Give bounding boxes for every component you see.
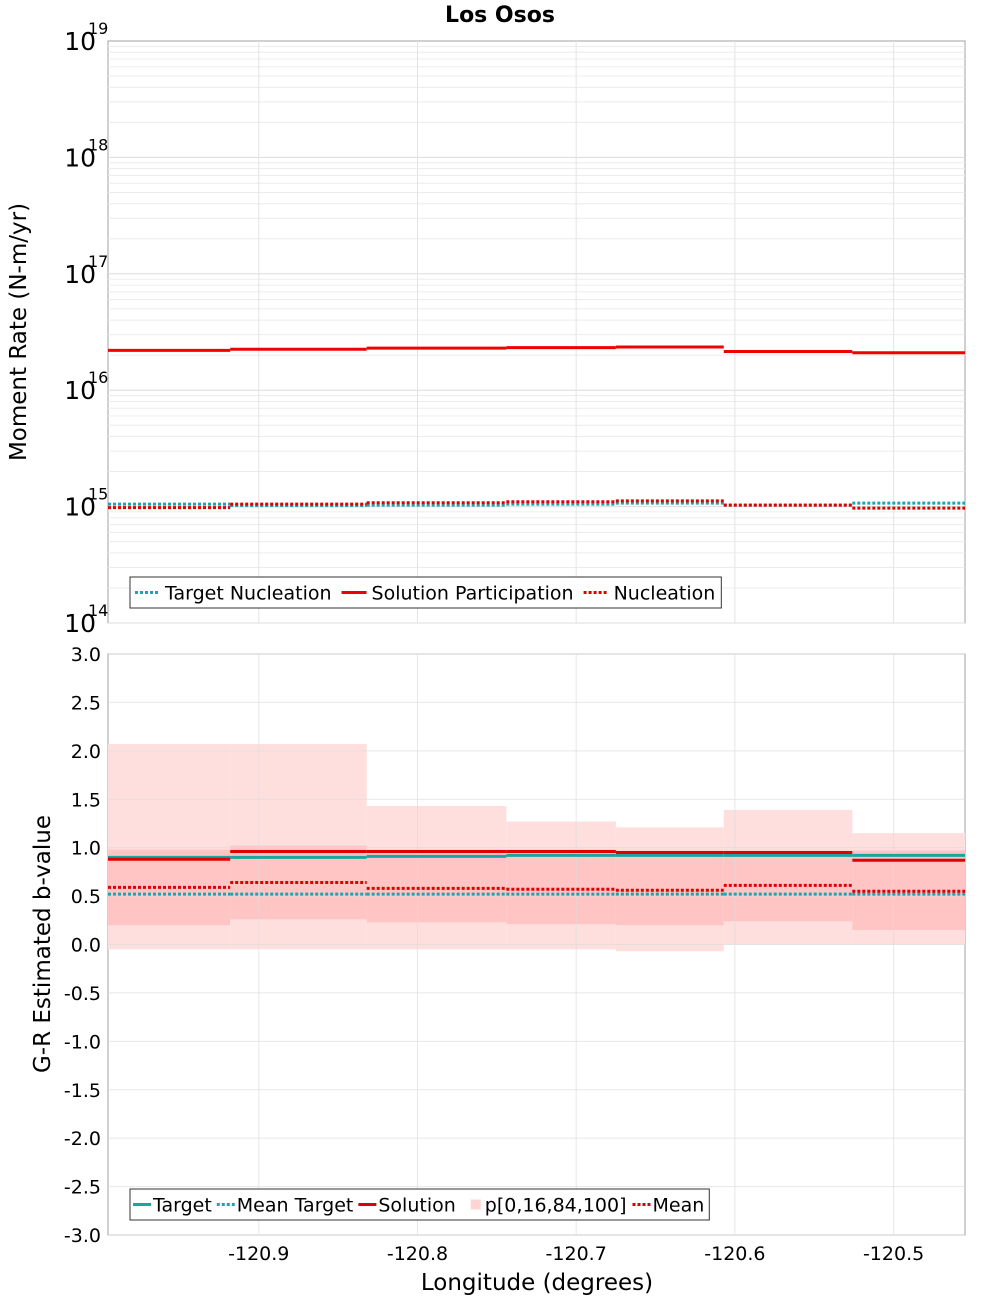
top-y-tick-label: 10 (64, 493, 96, 522)
top-y-tick-label: 10 (64, 609, 96, 638)
top-y-tick-exponent: 19 (88, 19, 108, 38)
bottom-grid (108, 653, 965, 1236)
band-inner-bin (615, 850, 724, 926)
x-tick-labels: -120.9 -120.8 -120.7 -120.6 -120.5 (228, 1243, 924, 1265)
b-value-panel: -3.0 -2.5 -2.0 -1.5 -1.0 -0.5 0.0 0.5 1.0 1.5 2.0 2… (30, 644, 966, 1296)
bottom-y-tick-label: -2.0 (64, 1128, 101, 1150)
bottom-y-tick-label: 2.5 (71, 692, 101, 714)
top-y-tick-exponent: 17 (88, 252, 108, 271)
x-tick-label: -120.8 (387, 1243, 448, 1265)
bottom-legend-swatch (470, 1199, 481, 1210)
top-y-tick-exponent: 14 (88, 601, 108, 620)
top-y-tick-label: 10 (64, 260, 96, 289)
top-legend-label: Solution Participation (372, 583, 574, 605)
bottom-y-tick-label: 0.5 (71, 886, 101, 908)
top-y-tick-exponent: 18 (88, 135, 108, 154)
bottom-y-tick-label: 1.0 (71, 838, 101, 860)
x-tick-label: -120.6 (704, 1243, 765, 1265)
bottom-y-tick-label: -1.5 (64, 1080, 101, 1102)
x-tick-label: -120.5 (863, 1243, 924, 1265)
top-y-tick-label: 10 (64, 143, 96, 172)
x-tick-label: -120.7 (546, 1243, 607, 1265)
bottom-y-axis-label: G-R Estimated b-value (30, 815, 56, 1073)
top-legend-box (129, 576, 722, 609)
bottom-y-tick-labels: -3.0 -2.5 -2.0 -1.5 -1.0 -0.5 0.0 0.5 1.0 1.5 2.0 2… (64, 644, 101, 1247)
top-y-tick-exponent: 15 (88, 485, 108, 504)
bottom-legend: Target Mean Target Solution p[0,16,84,100] M… (129, 1188, 710, 1221)
top-plot-area (107, 40, 966, 624)
bottom-legend-label: Mean Target (237, 1195, 354, 1217)
x-axis-label: Longitude (degrees) (421, 1270, 653, 1296)
bottom-legend-label: p[0,16,84,100] (485, 1195, 627, 1217)
bottom-legend-label: Target (152, 1195, 212, 1217)
bottom-legend-box (129, 1188, 710, 1221)
x-tick-label: -120.9 (228, 1243, 289, 1265)
top-legend-label: Nucleation (614, 583, 716, 605)
top-y-tick-label: 10 (64, 27, 96, 56)
band-inner-bin (723, 850, 853, 922)
bottom-y-tick-label: 2.0 (71, 741, 101, 763)
bottom-y-tick-label: -0.5 (64, 983, 101, 1005)
bottom-legend-label: Solution (378, 1195, 455, 1217)
top-y-tick-exponent: 16 (88, 368, 108, 387)
bottom-series (108, 850, 965, 896)
band-inner-bin (506, 849, 616, 925)
bottom-y-tick-label: 1.5 (71, 789, 101, 811)
bottom-y-tick-label: -3.0 (64, 1225, 101, 1247)
bottom-y-tick-label: 3.0 (71, 644, 101, 666)
bottom-y-tick-label: 0.0 (71, 935, 101, 957)
bottom-y-tick-label: -1.0 (64, 1031, 101, 1053)
top-y-axis-label: Moment Rate (N-m/yr) (6, 203, 32, 461)
top-series (108, 345, 965, 510)
band-inner-bin (366, 849, 507, 923)
bottom-percentile-bands (108, 744, 965, 952)
bottom-legend-label: Mean (653, 1195, 705, 1217)
top-legend: Target Nucleation Solution Participation N… (129, 576, 722, 609)
chart-title: Los Osos (445, 3, 555, 28)
top-grid (108, 41, 965, 624)
top-y-tick-label: 10 (64, 376, 96, 405)
top-legend-label: Target Nucleation (164, 583, 332, 605)
bottom-y-tick-label: -2.5 (64, 1177, 101, 1199)
